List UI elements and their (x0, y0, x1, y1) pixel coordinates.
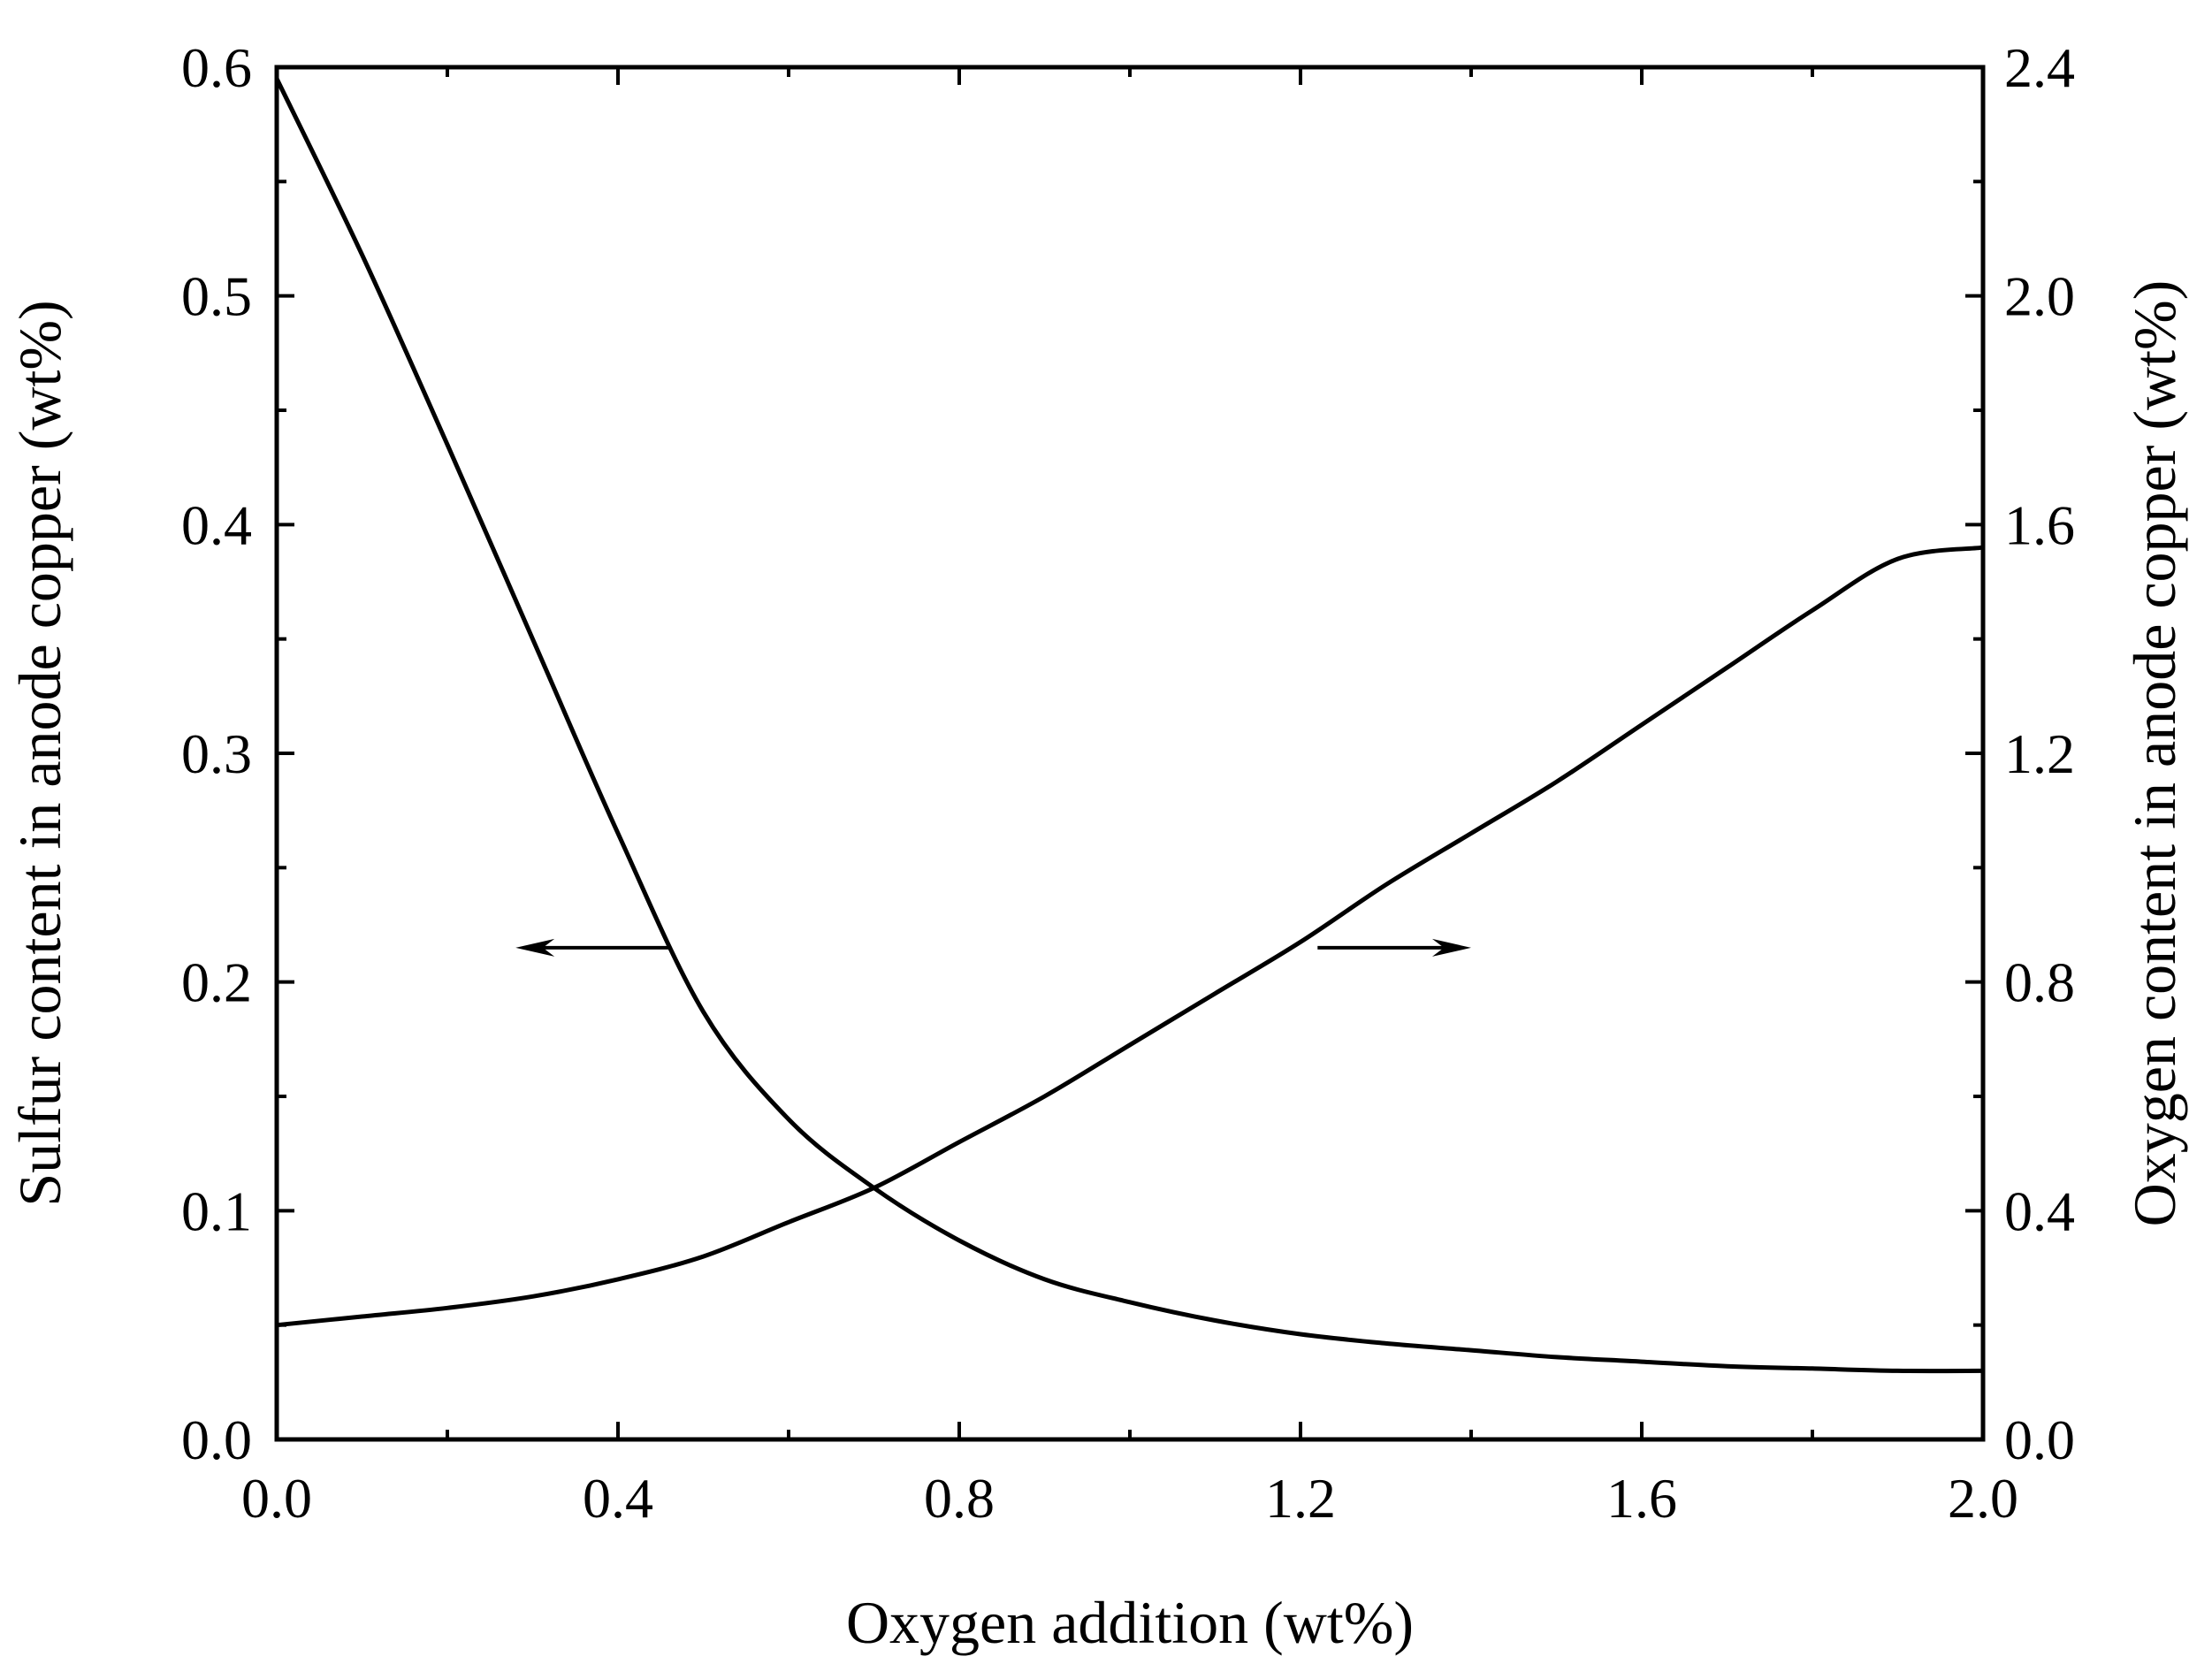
y-left-tick-label: 0.3 (181, 722, 252, 785)
arrow-to-left-axis (515, 938, 669, 957)
axis-indicator-arrows (515, 938, 1471, 957)
y-right-tick-label: 2.4 (2004, 36, 2075, 99)
oxygen-content-curve (276, 545, 1984, 1328)
y-left-tick-label: 0.4 (181, 493, 252, 556)
y-right-tick-label: 1.2 (2004, 722, 2075, 785)
arrow-to-right-axis (1317, 938, 1471, 957)
y-left-tick-label: 0.2 (181, 951, 252, 1014)
sulfur-content-curve (274, 77, 1984, 1374)
y-left-tick-label: 0.0 (181, 1408, 252, 1471)
series-curves (274, 77, 1984, 1374)
x-tick-label: 0.8 (924, 1467, 995, 1530)
x-tick-label: 0.0 (241, 1467, 312, 1530)
y-right-tick-label: 2.0 (2004, 265, 2075, 328)
axis-tick-labels: 0.0 0.4 0.8 1.2 1.6 2.00.00.10.20.30.40.50.60… (181, 36, 2075, 1530)
arrow-head (1432, 938, 1471, 957)
y-right-tick-label: 0.4 (2004, 1179, 2075, 1242)
x-tick-label: 1.2 (1265, 1467, 1336, 1530)
y-right-tick-label: 1.6 (2004, 493, 2075, 556)
left-y-axis-title: Sulfur content in anode copper (wt%) (6, 300, 73, 1206)
y-right-tick-label: 0.0 (2004, 1408, 2075, 1471)
x-tick-label: 0.4 (583, 1467, 653, 1530)
x-tick-label: 1.6 (1606, 1467, 1677, 1530)
y-right-tick-label: 0.8 (2004, 951, 2075, 1014)
y-left-tick-label: 0.6 (181, 36, 252, 99)
plot-frame (274, 65, 1986, 1442)
arrow-head (515, 938, 555, 957)
y-left-tick-label: 0.1 (181, 1179, 252, 1242)
y-left-tick-label: 0.5 (181, 265, 252, 328)
x-axis-title: Oxygen addition (wt%) (846, 1589, 1414, 1656)
right-y-axis-title: Oxygen content in anode copper (wt%) (2121, 280, 2188, 1227)
x-tick-label: 2.0 (1948, 1467, 2018, 1530)
axis-ticks (275, 65, 1985, 1441)
